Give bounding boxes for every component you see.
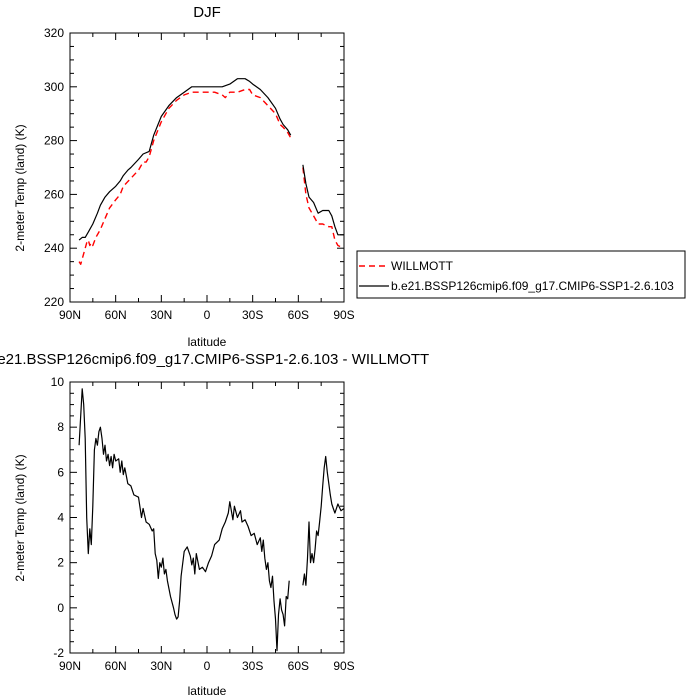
top-chart-ytick-label: 300: [44, 80, 64, 94]
top-chart-ylabel: 2-meter Temp (land) (K): [13, 124, 27, 251]
top-chart-xtick-label: 60S: [288, 308, 309, 322]
bottom-chart-ytick-label: 2: [57, 556, 64, 570]
bottom-chart-series-line-0: [302, 455, 345, 586]
top-chart-ytick-label: 280: [44, 134, 64, 148]
top-chart-xtick-label: 90S: [333, 308, 354, 322]
bottom-chart-ytick-label: -2: [53, 646, 64, 660]
bottom-chart-xlabel: latitude: [188, 684, 227, 698]
top-chart-xtick-label: 30S: [242, 308, 263, 322]
top-chart-plot-area: [78, 78, 345, 265]
top-chart-ticks: 90N 60N 30N 0 30S 60S 90S 220 240 260 280 300 320: [44, 26, 355, 322]
bottom-chart-xtick-label: 90N: [59, 659, 81, 673]
bottom-chart-frame: [69, 381, 345, 654]
bottom-chart-plot-area: [78, 388, 345, 652]
bottom-chart-ylabel: 2-meter Temp (land) (K): [13, 454, 27, 581]
top-chart-panel: DJF latitude 2-meter Temp (land) (K) 90N…: [13, 4, 355, 349]
top-chart-xtick-label: 90N: [59, 308, 81, 322]
top-chart-series-line-1: [78, 78, 292, 241]
top-chart-legend: WILLMOTT b.e21.BSSP126cmip6.f09_g17.CMIP…: [356, 250, 686, 299]
top-chart-series-line-0: [302, 167, 345, 249]
bottom-chart-ytick-label: 10: [51, 375, 65, 389]
bottom-chart-xtick-label: 60N: [105, 659, 127, 673]
bottom-chart-xtick-label: 90S: [333, 659, 354, 673]
top-chart-ytick-label: 320: [44, 26, 64, 40]
top-chart-ytick-label: 220: [44, 295, 64, 309]
top-chart-xtick-label: 30N: [150, 308, 172, 322]
legend-box: [356, 250, 686, 299]
bottom-chart-ticks: 90N 60N 30N 0 30S 60S 90S -2 0 2 4 6 8 10: [51, 375, 355, 673]
bottom-chart-xtick-label: 30S: [242, 659, 263, 673]
top-chart-xtick-label: 60N: [105, 308, 127, 322]
legend-label-willmott: WILLMOTT: [391, 259, 454, 273]
top-chart-frame: [69, 32, 345, 303]
top-chart-ytick-label: 260: [44, 187, 64, 201]
bottom-chart-series-line-0: [78, 388, 290, 652]
top-chart-ytick-label: 240: [44, 241, 64, 255]
bottom-chart-panel: b.e21.BSSP126cmip6.f09_g17.CMIP6-SSP1-2.…: [0, 351, 429, 698]
top-chart-xlabel: latitude: [188, 335, 227, 349]
top-chart-series-line-1: [302, 164, 344, 236]
legend-label-model: b.e21.BSSP126cmip6.f09_g17.CMIP6-SSP1-2.…: [391, 279, 674, 293]
bottom-chart-xtick-label: 60S: [288, 659, 309, 673]
top-chart-title: DJF: [193, 4, 221, 21]
bottom-chart-xtick-label: 0: [204, 659, 211, 673]
top-chart-series-line-0: [78, 88, 292, 265]
bottom-chart-ytick-label: 8: [57, 420, 64, 434]
bottom-chart-ytick-label: 4: [57, 511, 64, 525]
bottom-chart-title: b.e21.BSSP126cmip6.f09_g17.CMIP6-SSP1-2.…: [0, 351, 429, 368]
top-chart-xtick-label: 0: [204, 308, 211, 322]
bottom-chart-xtick-label: 30N: [150, 659, 172, 673]
bottom-chart-ytick-label: 6: [57, 465, 64, 479]
bottom-chart-ytick-label: 0: [57, 601, 64, 615]
